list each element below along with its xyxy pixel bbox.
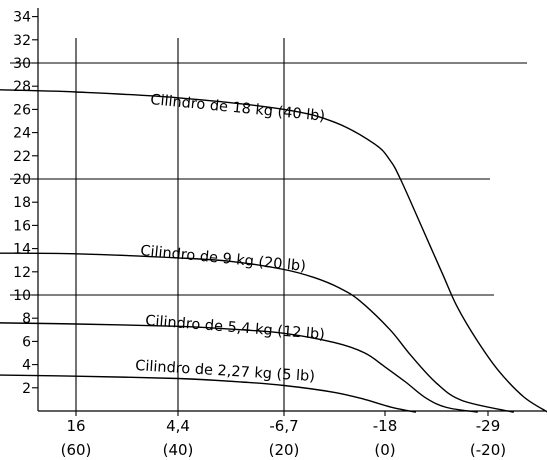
x-tick-sublabel: (20) <box>269 441 300 459</box>
x-tick-label: 16 <box>66 417 85 435</box>
x-tick-label: 4,4 <box>166 417 190 435</box>
y-tick-label: 18 <box>13 195 31 211</box>
x-tick-sublabel: (60) <box>61 441 92 459</box>
x-tick-label: -29 <box>476 417 501 435</box>
y-tick-label: 2 <box>22 381 31 397</box>
series-label: Cilindro de 9 kg (20 lb) <box>140 243 307 275</box>
label-layer: 2468101214161820222426283032343616(60)4,… <box>13 0 506 459</box>
y-tick-label: 4 <box>22 358 31 374</box>
x-tick-label: -6,7 <box>269 417 298 435</box>
axis-layer <box>32 8 545 416</box>
y-tick-label: 16 <box>13 218 31 234</box>
curve-layer <box>0 89 547 413</box>
series-curve-5-4kg <box>0 322 478 413</box>
y-tick-label: 26 <box>13 102 31 118</box>
y-tick-label: 12 <box>13 265 31 281</box>
y-tick-label: 32 <box>13 33 31 49</box>
y-tick-label: 14 <box>13 242 31 258</box>
y-tick-label: 30 <box>13 56 31 72</box>
y-tick-label: 36 <box>13 0 31 2</box>
series-curve-18kg <box>0 89 547 413</box>
y-tick-label: 34 <box>13 10 31 26</box>
x-tick-sublabel: (-20) <box>470 441 506 459</box>
y-tick-label: 28 <box>13 79 31 95</box>
series-curve-2-27kg <box>0 374 417 413</box>
series-curve-9kg <box>0 252 514 413</box>
y-tick-label: 8 <box>22 311 31 327</box>
y-tick-label: 20 <box>13 172 31 188</box>
series-label: Cilindro de 18 kg (40 lb) <box>150 92 326 125</box>
x-tick-label: -18 <box>373 417 398 435</box>
y-tick-label: 6 <box>22 334 31 350</box>
y-tick-label: 10 <box>13 288 31 304</box>
x-tick-sublabel: (0) <box>374 441 395 459</box>
grid-layer <box>10 38 527 411</box>
y-tick-label: 24 <box>13 126 31 142</box>
series-label: Cilindro de 5,4 kg (12 lb) <box>145 313 326 343</box>
y-tick-label: 22 <box>13 149 31 165</box>
x-tick-sublabel: (40) <box>163 441 194 459</box>
